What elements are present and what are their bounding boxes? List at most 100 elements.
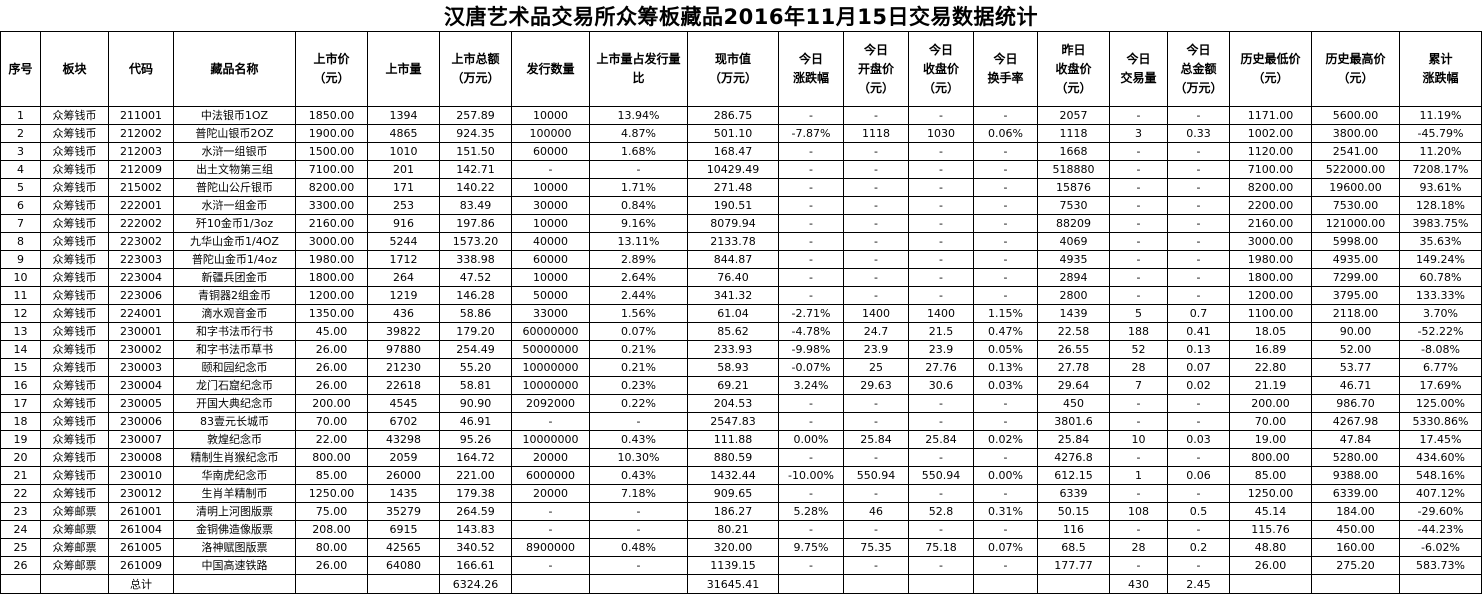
table-cell: 众筹钱币 — [40, 376, 109, 395]
table-cell: 0.22% — [589, 394, 688, 413]
table-cell: 583.73% — [1399, 556, 1482, 575]
table-cell: 1394 — [367, 106, 440, 125]
table-cell: - — [843, 214, 909, 233]
table-cell: -29.60% — [1399, 502, 1482, 521]
table-cell: 25.84 — [843, 430, 909, 449]
table-cell: 212002 — [108, 124, 174, 143]
table-cell: 52 — [1109, 340, 1168, 359]
table-cell: 46 — [843, 502, 909, 521]
table-cell: - — [1109, 484, 1168, 503]
table-cell: 2547.83 — [687, 412, 779, 431]
table-cell: 0.00% — [778, 430, 844, 449]
total-spacer-cell — [295, 574, 368, 594]
total-market-value-cell: 31645.41 — [687, 574, 779, 594]
table-cell: 60000 — [511, 142, 590, 161]
table-cell: 众筹钱币 — [40, 466, 109, 485]
table-cell: 179.38 — [439, 484, 512, 503]
table-cell: 40000 — [511, 232, 590, 251]
table-cell: 九华山金币1/4OZ — [173, 232, 296, 251]
table-cell: - — [1167, 160, 1230, 179]
table-cell: 75.18 — [908, 538, 974, 557]
table-cell: 434.60% — [1399, 448, 1482, 467]
table-cell: 612.15 — [1037, 466, 1110, 485]
column-header: 藏品名称 — [173, 31, 296, 107]
table-cell: 10.30% — [589, 448, 688, 467]
table-cell: 6339.00 — [1311, 484, 1400, 503]
table-cell: 10000 — [511, 106, 590, 125]
table-cell: 普陀山公斤银币 — [173, 178, 296, 197]
table-cell: 15876 — [1037, 178, 1110, 197]
table-cell: - — [778, 484, 844, 503]
table-cell: 21230 — [367, 358, 440, 377]
column-header: 今日 换手率 — [973, 31, 1038, 107]
table-row: 11 众筹钱币 223006 青铜器2组金币 1200.00 1219 146.28 5000… — [0, 286, 1482, 305]
column-header: 历史最低价 （元） — [1229, 31, 1312, 107]
table-cell: 53.77 — [1311, 358, 1400, 377]
table-cell: 230002 — [108, 340, 174, 359]
table-cell: 70.00 — [295, 412, 368, 431]
table-cell: 909.65 — [687, 484, 779, 503]
table-cell: 35279 — [367, 502, 440, 521]
table-cell: - — [908, 160, 974, 179]
table-cell: 9.16% — [589, 214, 688, 233]
table-cell: 90.90 — [439, 394, 512, 413]
table-cell: - — [778, 556, 844, 575]
table-cell: 众筹钱币 — [40, 358, 109, 377]
table-cell: 286.75 — [687, 106, 779, 125]
table-cell: 16 — [0, 376, 41, 395]
table-cell: 21.5 — [908, 322, 974, 341]
table-cell: 和字书法币草书 — [173, 340, 296, 359]
table-cell: -2.71% — [778, 304, 844, 323]
table-cell: 45.14 — [1229, 502, 1312, 521]
total-spacer-cell — [778, 574, 844, 594]
total-spacer-cell — [1311, 574, 1400, 594]
table-cell: 5998.00 — [1311, 232, 1400, 251]
table-row: 1 众筹钱币 211001 中法银币1OZ 1850.00 1394 257.89 10000… — [0, 106, 1482, 125]
table-cell: 4935 — [1037, 250, 1110, 269]
table-cell: 190.51 — [687, 196, 779, 215]
table-cell: 1668 — [1037, 142, 1110, 161]
table-cell: 58.93 — [687, 358, 779, 377]
table-cell: 208.00 — [295, 520, 368, 539]
table-cell: 25.84 — [1037, 430, 1110, 449]
table-cell: 233.93 — [687, 340, 779, 359]
table-cell: 140.22 — [439, 178, 512, 197]
total-spacer-cell — [511, 574, 590, 594]
table-cell: 10000 — [511, 214, 590, 233]
table-cell: - — [908, 250, 974, 269]
table-cell: 1002.00 — [1229, 124, 1312, 143]
table-cell: 97880 — [367, 340, 440, 359]
table-cell: 200.00 — [1229, 394, 1312, 413]
table-cell: 和字书法币行书 — [173, 322, 296, 341]
table-cell: 223002 — [108, 232, 174, 251]
table-cell: - — [973, 232, 1038, 251]
table-cell: 5280.00 — [1311, 448, 1400, 467]
table-cell: 1573.20 — [439, 232, 512, 251]
table-cell: 13.11% — [589, 232, 688, 251]
table-cell: 10000 — [511, 268, 590, 287]
table-row: 2 众筹钱币 212002 普陀山银币2OZ 1900.00 4865 924.35 1000… — [0, 124, 1482, 143]
table-cell: - — [973, 412, 1038, 431]
table-cell: 2541.00 — [1311, 142, 1400, 161]
table-cell: - — [908, 520, 974, 539]
table-cell: 6915 — [367, 520, 440, 539]
table-cell: 115.76 — [1229, 520, 1312, 539]
table-cell: 48.80 — [1229, 538, 1312, 557]
table-cell: 93.61% — [1399, 178, 1482, 197]
table-cell: 2800 — [1037, 286, 1110, 305]
table-cell: 95.26 — [439, 430, 512, 449]
table-cell: - — [843, 232, 909, 251]
table-cell: 众筹钱币 — [40, 160, 109, 179]
table-cell: 25 — [843, 358, 909, 377]
table-cell: 35.63% — [1399, 232, 1482, 251]
table-cell: 众筹邮票 — [40, 502, 109, 521]
table-cell: 85.62 — [687, 322, 779, 341]
table-cell: 3795.00 — [1311, 286, 1400, 305]
table-cell: 24 — [0, 520, 41, 539]
total-spacer-cell — [843, 574, 909, 594]
table-cell: 90.00 — [1311, 322, 1400, 341]
table-cell: 17.69% — [1399, 376, 1482, 395]
table-cell: 15 — [0, 358, 41, 377]
total-label-cell: 总计 — [108, 574, 174, 594]
table-cell: - — [1109, 556, 1168, 575]
